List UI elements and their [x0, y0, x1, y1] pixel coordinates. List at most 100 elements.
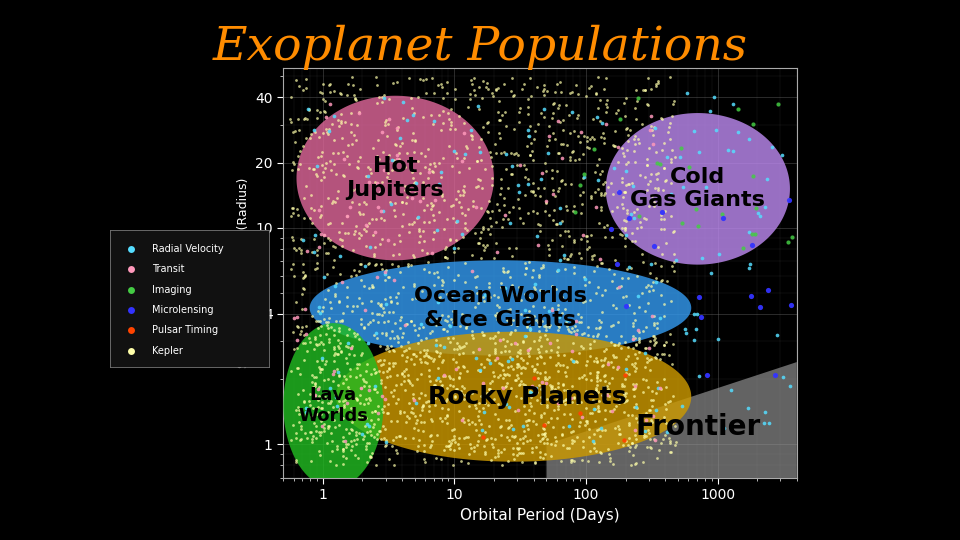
Point — [488, 339, 503, 348]
Point — [447, 84, 463, 93]
Point — [598, 120, 613, 129]
Point — [664, 418, 680, 427]
Point — [367, 252, 382, 260]
Point — [308, 427, 324, 436]
Point — [639, 154, 655, 163]
Point — [451, 112, 467, 121]
Point — [454, 416, 469, 424]
Point — [549, 396, 564, 404]
Point — [482, 384, 497, 393]
Point — [540, 401, 555, 410]
Point — [596, 382, 612, 391]
Point — [398, 356, 414, 365]
Point — [500, 215, 516, 224]
Point — [475, 432, 491, 441]
Point — [367, 331, 382, 340]
Point — [725, 100, 740, 109]
Point — [460, 367, 475, 376]
Point — [551, 313, 566, 322]
Point — [446, 435, 462, 443]
Point — [460, 205, 475, 213]
Point — [346, 186, 361, 194]
Point — [343, 128, 358, 137]
Point — [404, 136, 420, 144]
Point — [412, 394, 427, 402]
Point — [438, 244, 453, 253]
Point — [308, 373, 324, 381]
Point — [533, 109, 548, 117]
Point — [576, 297, 591, 306]
Point — [419, 398, 434, 407]
Point — [464, 130, 479, 139]
Point — [588, 447, 604, 455]
Point — [540, 132, 556, 141]
Point — [392, 148, 407, 157]
Point — [469, 271, 485, 280]
Point — [364, 282, 379, 291]
Point — [406, 321, 421, 329]
Point — [767, 371, 782, 380]
Point — [639, 161, 655, 170]
Point — [312, 107, 327, 116]
Point — [404, 168, 420, 177]
Point — [389, 433, 404, 442]
Point — [513, 104, 528, 112]
Point — [607, 353, 622, 361]
Point — [692, 147, 708, 156]
Point — [353, 231, 369, 239]
Point — [283, 93, 299, 102]
Point — [308, 335, 324, 343]
Point — [596, 383, 612, 391]
Point — [494, 110, 510, 119]
Point — [645, 411, 660, 420]
Point — [654, 249, 669, 258]
Point — [400, 260, 416, 268]
Point — [358, 414, 373, 422]
Point — [358, 199, 373, 208]
Point — [551, 325, 566, 334]
Point — [659, 405, 674, 414]
Point — [494, 223, 510, 232]
Point — [660, 428, 675, 436]
Point — [479, 436, 494, 444]
Point — [472, 366, 488, 374]
Point — [327, 281, 343, 290]
Point — [636, 375, 651, 383]
Point — [432, 352, 447, 361]
Point — [676, 183, 691, 191]
Point — [474, 328, 490, 336]
Point — [640, 101, 656, 110]
Point — [635, 249, 650, 258]
Point — [553, 118, 568, 126]
Point — [646, 336, 661, 345]
Point — [579, 356, 594, 365]
Point — [549, 437, 564, 445]
Point — [564, 415, 579, 423]
Point — [588, 384, 604, 393]
Point — [564, 355, 579, 363]
Point — [619, 146, 635, 154]
Point — [327, 422, 343, 431]
Point — [407, 253, 422, 261]
Point — [543, 346, 559, 354]
Point — [647, 124, 662, 132]
Point — [351, 108, 367, 117]
Point — [533, 410, 548, 419]
Point — [436, 325, 451, 334]
Point — [404, 220, 420, 229]
Point — [535, 169, 550, 178]
Point — [491, 449, 506, 457]
Point — [333, 117, 348, 125]
Point — [387, 199, 402, 207]
Point — [403, 261, 419, 269]
Point — [396, 98, 411, 106]
Point — [465, 348, 480, 356]
Point — [637, 344, 653, 353]
Point — [417, 455, 432, 464]
Point — [570, 310, 586, 319]
Point — [367, 420, 382, 429]
Point — [441, 334, 456, 342]
Point — [546, 405, 562, 414]
Point — [522, 151, 538, 159]
Point — [283, 211, 299, 220]
